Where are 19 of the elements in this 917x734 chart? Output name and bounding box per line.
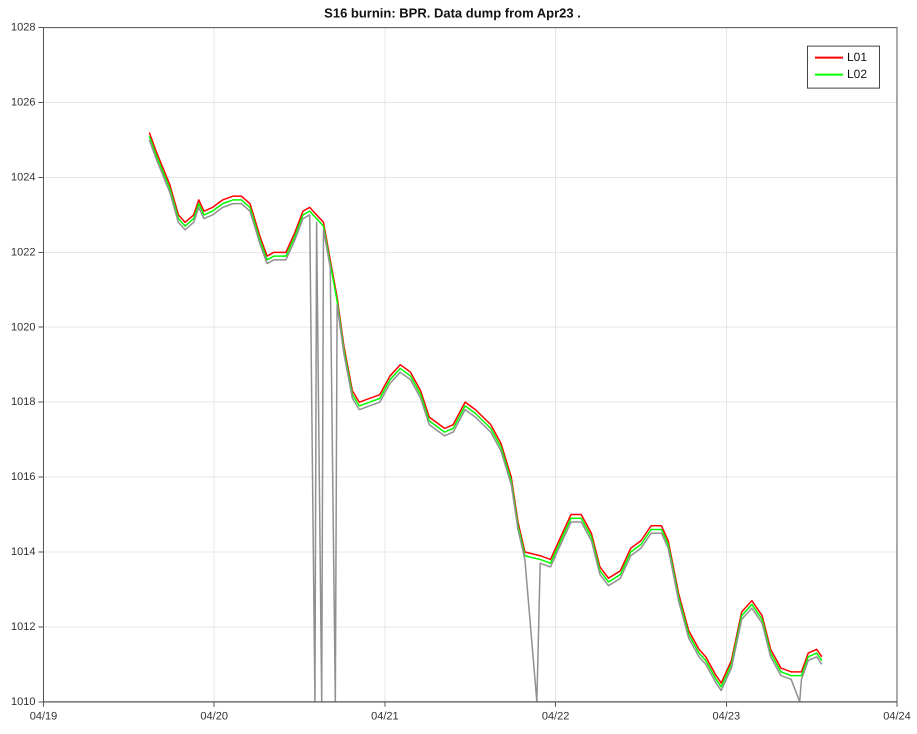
y-tick-label: 1024 (10, 171, 36, 184)
y-tick-label: 1028 (10, 22, 36, 34)
chart-title: S16 burnin: BPR. Data dump from Apr23 . (324, 5, 581, 20)
y-tick-label: 1014 (10, 546, 36, 558)
y-tick-label: 1016 (10, 471, 36, 484)
x-tick-label: 04/21 (371, 710, 399, 722)
x-tick-label: 04/20 (200, 710, 228, 722)
x-tick-label: 04/19 (30, 710, 58, 722)
y-tick-label: 1020 (10, 321, 36, 334)
x-tick-label: 04/22 (542, 710, 570, 722)
legend-label: L01 (846, 50, 868, 64)
y-tick-label: 1012 (10, 620, 36, 633)
y-tick-label: 1026 (10, 96, 36, 109)
legend-label: L02 (846, 66, 868, 81)
y-tick-label: 1010 (10, 696, 36, 708)
x-tick-label: 04/24 (883, 710, 911, 722)
y-tick-label: 1018 (10, 396, 36, 408)
x-tick-label: 04/23 (712, 710, 740, 722)
y-tick-label: 1022 (10, 246, 36, 258)
